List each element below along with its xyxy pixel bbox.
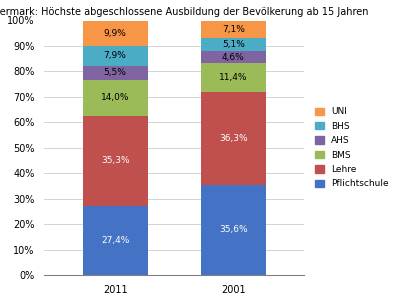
Bar — [83, 21, 148, 46]
Legend: UNI, BHS, AHS, BMS, Lehre, Pflichtschule: UNI, BHS, AHS, BMS, Lehre, Pflichtschule — [312, 104, 392, 192]
Text: 27,4%: 27,4% — [101, 236, 129, 245]
Title: Steiermark: Höchste abgeschlossene Ausbildung der Bevölkerung ab 15 Jahren: Steiermark: Höchste abgeschlossene Ausbi… — [0, 7, 368, 17]
Text: 7,1%: 7,1% — [222, 25, 245, 34]
Text: 5,5%: 5,5% — [104, 68, 126, 77]
Text: 7,9%: 7,9% — [104, 51, 126, 60]
Bar — [201, 63, 266, 92]
Text: 14,0%: 14,0% — [101, 93, 129, 102]
Bar — [83, 80, 148, 116]
Text: 36,3%: 36,3% — [219, 134, 248, 143]
Bar — [83, 205, 148, 275]
Bar — [201, 38, 266, 51]
Bar — [83, 116, 148, 205]
Text: 35,6%: 35,6% — [219, 226, 248, 234]
Text: 11,4%: 11,4% — [219, 73, 248, 82]
Text: 9,9%: 9,9% — [104, 29, 126, 38]
Bar — [83, 66, 148, 80]
Bar — [83, 46, 148, 66]
Bar — [201, 185, 266, 275]
Text: 4,6%: 4,6% — [222, 53, 245, 62]
Text: 35,3%: 35,3% — [101, 156, 130, 165]
Bar — [201, 51, 266, 63]
Bar — [201, 92, 266, 185]
Text: 5,1%: 5,1% — [222, 40, 245, 49]
Bar — [201, 20, 266, 38]
